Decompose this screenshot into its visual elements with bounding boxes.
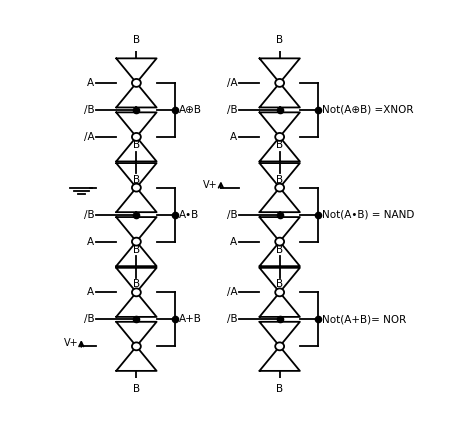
Text: B: B [276, 35, 283, 45]
Text: B: B [133, 35, 140, 45]
Text: /A: /A [227, 78, 237, 88]
Text: /A: /A [83, 132, 94, 142]
Circle shape [275, 79, 284, 87]
Text: /B: /B [83, 314, 94, 324]
Text: B: B [276, 140, 283, 150]
Text: Not(A•B) = NAND: Not(A•B) = NAND [322, 210, 414, 220]
Text: A: A [87, 237, 94, 246]
Text: A: A [87, 287, 94, 298]
Text: A: A [87, 78, 94, 88]
Circle shape [132, 79, 141, 87]
Text: B: B [276, 245, 283, 255]
Text: Not(A+B)= NOR: Not(A+B)= NOR [322, 314, 406, 324]
Text: A: A [230, 132, 237, 142]
Text: /B: /B [227, 210, 237, 220]
Circle shape [132, 238, 141, 246]
Circle shape [275, 289, 284, 296]
Text: /B: /B [227, 105, 237, 115]
Text: B: B [133, 140, 140, 150]
Text: /B: /B [227, 314, 237, 324]
Text: B: B [133, 279, 140, 289]
Circle shape [275, 133, 284, 141]
Text: B: B [276, 175, 283, 184]
Text: V+: V+ [203, 180, 218, 190]
Text: B: B [276, 384, 283, 394]
Text: A•B: A•B [179, 210, 199, 220]
Text: Not(A⊕B) =XNOR: Not(A⊕B) =XNOR [322, 105, 413, 115]
Circle shape [132, 133, 141, 141]
Circle shape [275, 343, 284, 350]
Text: A+B: A+B [179, 314, 201, 324]
Text: A: A [230, 237, 237, 246]
Text: B: B [133, 245, 140, 255]
Circle shape [132, 184, 141, 192]
Circle shape [132, 289, 141, 296]
Circle shape [275, 238, 284, 246]
Text: B: B [276, 279, 283, 289]
Text: B: B [133, 175, 140, 184]
Text: B: B [133, 384, 140, 394]
Text: V+: V+ [64, 338, 78, 348]
Text: A⊕B: A⊕B [179, 105, 201, 115]
Text: /B: /B [83, 105, 94, 115]
Text: /A: /A [227, 287, 237, 298]
Text: /B: /B [83, 210, 94, 220]
Circle shape [275, 184, 284, 192]
Circle shape [132, 343, 141, 350]
